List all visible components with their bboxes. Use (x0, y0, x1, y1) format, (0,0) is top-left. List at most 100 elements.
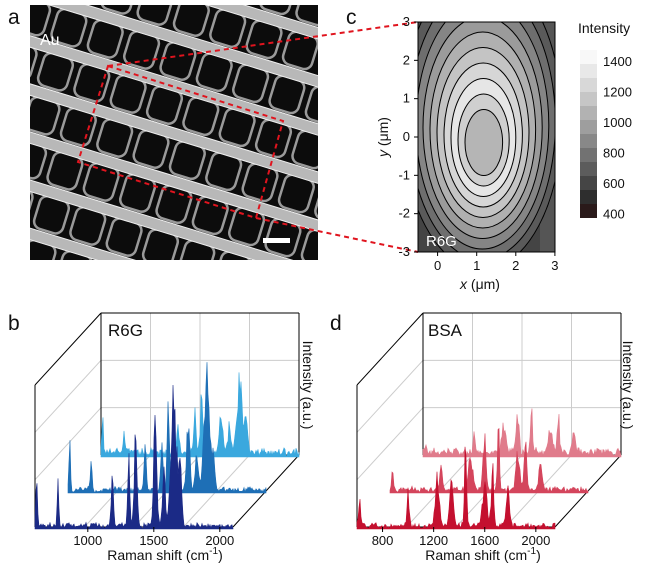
spectra-d (357, 313, 621, 532)
colorbar-step (580, 120, 597, 134)
grid-line (357, 408, 423, 480)
colorbar-step (580, 134, 597, 148)
colorbar-label: 800 (603, 146, 625, 161)
cell-wall (64, 348, 103, 389)
fiber (0, 268, 381, 442)
colorbar-title: Intensity (578, 20, 630, 36)
cell-wall (417, 0, 456, 16)
y-tick-label: 3 (403, 14, 410, 29)
cell-wall (128, 271, 167, 312)
cell-wall (28, 337, 67, 378)
y-tick-label: 1 (403, 91, 410, 106)
colorbar (580, 50, 597, 218)
cell-wall (359, 294, 398, 335)
y-tick-label: -3 (398, 244, 410, 259)
cell-wall (101, 359, 140, 400)
y-axis-label: y (μm) (375, 117, 391, 158)
cell-wall (91, 260, 130, 301)
panel-label: d (330, 312, 342, 335)
x-tick-label: 1500 (139, 533, 168, 548)
cell-wall (317, 41, 356, 82)
scale-bar (263, 238, 290, 243)
colorbar-step (580, 190, 597, 204)
cell-wall (381, 0, 420, 5)
cell-wall (0, 29, 2, 70)
axis-unit: (μm) (375, 117, 391, 146)
colorbar-label: 400 (603, 207, 625, 222)
cell-wall (323, 283, 362, 324)
x-axis-label: x (μm) (459, 276, 500, 292)
cell-wall (287, 272, 326, 313)
colorbar-label: 1400 (603, 54, 632, 69)
colorbar-step (580, 64, 597, 78)
colorbar-step (580, 78, 597, 92)
x-axis-label: Raman shift (cm-1) (425, 546, 541, 563)
cell-wall (350, 195, 389, 236)
x-tick-label: 3 (551, 258, 558, 273)
cell-wall (354, 52, 393, 93)
colorbar-step (580, 148, 597, 162)
grid-line (357, 360, 423, 432)
cell-wall (63, 0, 102, 4)
figure: a Au c R6G x (μm) y (μm) Intensity b d R… (0, 0, 645, 570)
cell-wall (151, 327, 190, 368)
axis-var: y (375, 149, 391, 158)
y-axis-label: Intensity (a.u.) (300, 341, 316, 430)
x-axis-label: Raman shift (cm-1) (107, 546, 223, 563)
cell-wall (237, 305, 276, 346)
axis-unit: (μm) (471, 276, 500, 292)
cell-wall (340, 96, 379, 137)
contour-map (402, 0, 562, 270)
cell-wall (223, 349, 262, 390)
y-tick-label: -2 (398, 206, 410, 221)
panel-label: a (8, 6, 20, 29)
box-edge (35, 313, 101, 385)
x-tick-label: 800 (372, 533, 394, 548)
sample-label: BSA (428, 321, 463, 340)
x-tick-label: 2 (512, 258, 519, 273)
material-label: Au (40, 32, 60, 49)
cell-wall (332, 382, 371, 423)
axis-text: Raman shift (cm (107, 547, 209, 563)
cell-wall (246, 404, 285, 445)
y-axis-label: Intensity (a.u.) (620, 341, 636, 430)
panel-label: c (346, 6, 357, 29)
colorbar-label: 1200 (603, 85, 632, 100)
cell-wall (42, 293, 81, 334)
y-tick-label: -1 (398, 167, 410, 182)
cell-wall (346, 338, 385, 379)
axis-text: Raman shift (cm (425, 547, 527, 563)
y-tick-label: 2 (403, 52, 410, 67)
colorbar-step (580, 162, 597, 176)
cell-wall (0, 271, 8, 312)
x-tick-label: 1000 (73, 533, 102, 548)
colorbar-label: 1000 (603, 115, 632, 130)
grid-line (35, 360, 101, 432)
x-tick-label: 0 (434, 258, 441, 273)
colorbar-step (580, 106, 597, 120)
cell-wall (319, 426, 358, 467)
panel-label: b (8, 312, 20, 335)
cell-wall (0, 183, 34, 224)
colorbar-step (580, 92, 597, 106)
cell-wall (137, 371, 176, 412)
sample-label: R6G (426, 233, 457, 250)
x-tick-label: 2000 (521, 533, 550, 548)
cell-wall (0, 84, 25, 125)
fiber (0, 0, 516, 2)
colorbar-step (580, 204, 597, 218)
spectra-b (35, 313, 299, 532)
cell-wall (164, 283, 203, 324)
cell-wall (336, 239, 375, 280)
cell-wall (0, 128, 12, 169)
cell-wall (222, 0, 261, 5)
contour-level (465, 110, 503, 176)
cell-wall (260, 360, 299, 401)
colorbar-step (580, 176, 597, 190)
cell-wall (250, 261, 289, 302)
x-tick-label: 2000 (205, 533, 234, 548)
cell-wall (0, 227, 21, 268)
y-tick-label: 0 (403, 129, 410, 144)
cell-wall (367, 8, 406, 49)
colorbar-step (580, 50, 597, 64)
